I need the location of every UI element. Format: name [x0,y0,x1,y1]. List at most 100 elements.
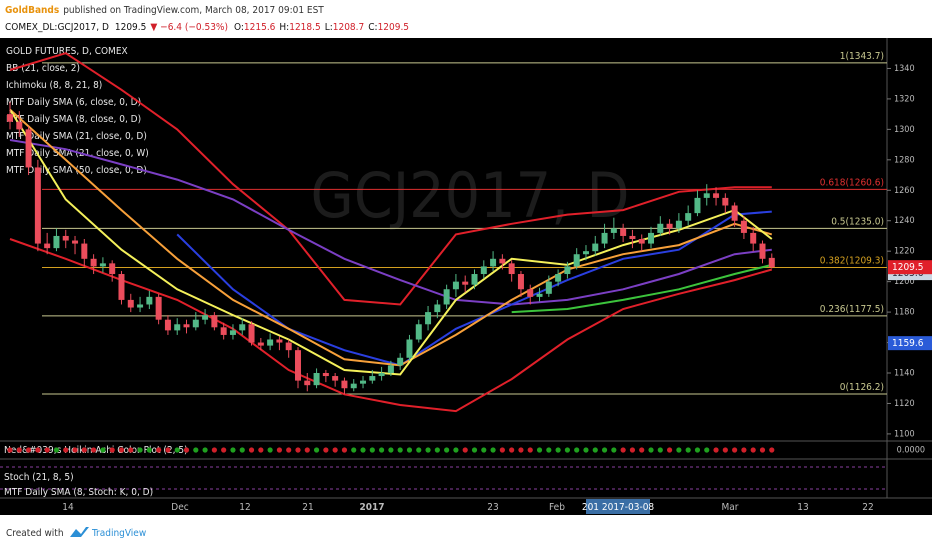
heikin-dot [425,447,431,453]
fib-label: 0.382(1209.3) [820,255,884,266]
x-tick-label: 21 [302,502,313,513]
y-tick-label: 1180 [894,308,915,318]
candle-body [648,232,655,244]
candle-body [675,220,682,229]
heikin-dot [360,447,366,453]
fib-label: 0.5(1235.0) [831,216,884,227]
candle-body [192,319,199,328]
y-tick-label: 1140 [894,369,915,379]
ohlc-label: C: [368,22,377,33]
author[interactable]: GoldBands [5,5,59,16]
candle-body [378,373,385,377]
heikin-dot [146,447,152,453]
heikin-dot [211,447,217,453]
candle-body [694,197,701,214]
candle-body [146,296,153,305]
candle-body [285,342,292,351]
candle-body [415,324,422,340]
heikin-dot [295,447,301,453]
heikin-dot [351,447,357,453]
candle-body [443,289,450,305]
price-tag-label: 1209.5 [892,262,923,273]
candle-body [610,228,617,233]
candle-body [750,232,757,244]
candle-body [369,376,376,381]
heikin-dot [397,447,403,453]
heikin-dot [16,447,22,453]
heikin-dot [704,447,710,453]
heikin-dot [174,447,180,453]
heikin-dot [202,447,208,453]
ohlc-label: H: [279,22,289,33]
heikin-dot [230,447,236,453]
heikin-dot [239,447,245,453]
candle-body [257,342,264,346]
heikin-dot [722,447,728,453]
candle-body [657,223,664,233]
heikin-dot [490,447,496,453]
heikin-dot [536,447,543,453]
heikin-dot [574,447,580,453]
indicator-line [9,139,772,306]
candle-body [490,258,497,267]
ohlc-value: 1218.5 [289,22,320,33]
heikin-value: 0.0000 [897,446,925,456]
candle-body [740,220,747,233]
footer-brand[interactable]: TradingView [91,528,146,539]
heikin-dot [25,447,32,453]
heikin-dot [685,447,691,453]
y-tick-label: 1100 [894,429,915,439]
candle-body [425,312,432,325]
heikin-dot [499,447,505,453]
candle-body [16,121,23,130]
candle-body [406,339,413,358]
heikin-dot [63,447,69,453]
heikin-dot [109,447,115,453]
heikin-dot [156,447,162,453]
x-tick-label: 23 [487,502,498,513]
candle-body [220,327,227,335]
heikin-dot [741,447,747,453]
heikin-dot [369,447,375,453]
candle-body [434,304,441,313]
candle-body [638,239,645,244]
candle-body [499,258,506,264]
x-tick-label: Feb [549,502,565,513]
candle-body [99,263,106,267]
candle-body [592,243,599,252]
heikin-dot [323,447,329,453]
heikin-dot [639,447,645,453]
x-tick-label: 12 [239,502,250,513]
heikin-dot [44,447,50,453]
heikin-dot [193,447,199,453]
heikin-dot [732,447,738,453]
heikin-dot [248,447,255,453]
legend-entry: MTF Daily SMA (8, close, 0, D) [6,114,141,125]
heikin-dot [267,447,273,453]
candle-body [137,304,144,308]
stoch-subtitle: MTF Daily SMA (8, Stoch: K, 0, D) [4,487,153,498]
x-tick-label: 22 [862,502,873,513]
candle-body [118,274,125,300]
y-tick-label: 1220 [894,247,915,257]
candle-body [573,254,580,267]
candle-body [582,251,589,255]
header-bg [0,0,932,38]
candle-body [183,324,190,328]
fib-label: 1(1343.7) [840,51,884,62]
heikin-dot [258,447,264,453]
candle-body [341,380,348,389]
watermark: GCJ2017, D [311,159,630,232]
candle-body [294,350,301,381]
heikin-dot [286,447,292,453]
price-tag-label: 1159.6 [892,338,924,349]
price-tag [888,260,932,275]
candle-body [759,243,766,259]
candle-body [387,365,394,373]
ohlc-value: 1209.5 [378,22,409,33]
candle-body [127,299,134,308]
heikin-dot [165,447,171,453]
heikin-dot [564,447,571,453]
heikin-dot [388,447,394,453]
y-tick-label: 1280 [894,155,915,165]
